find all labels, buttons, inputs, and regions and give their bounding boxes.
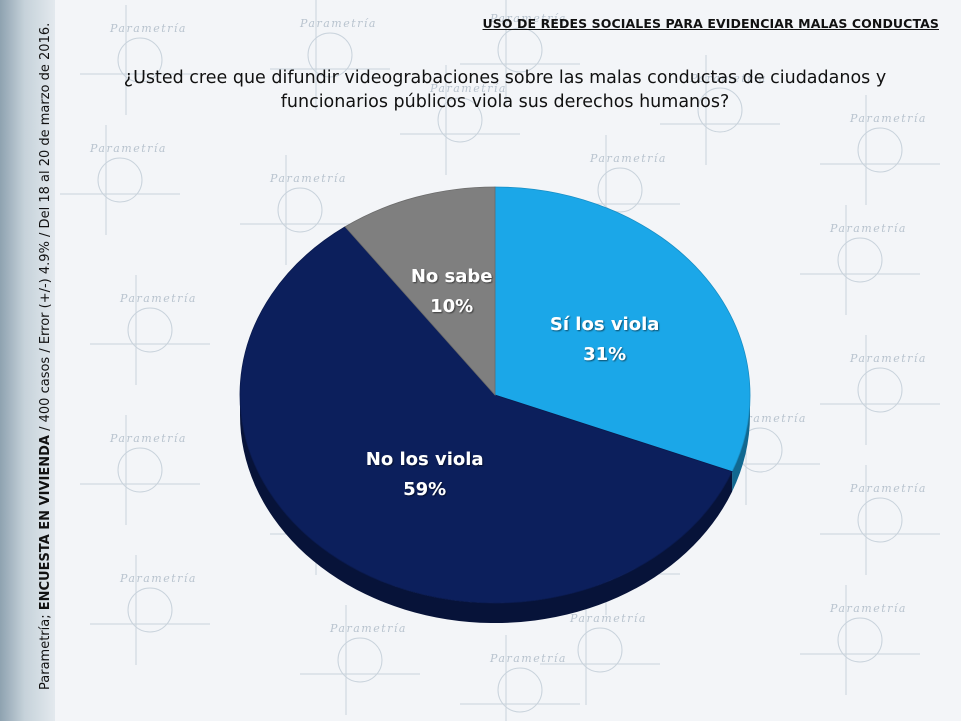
watermark-text: Parametría [109,432,187,445]
watermark-text: Parametría [589,152,667,165]
watermark-text: Parametría [109,22,187,35]
pie-slice-s-los-viola [494,186,751,473]
slice-label: Sí los viola [550,314,660,335]
watermark-circle [127,307,173,353]
watermark-circle [857,127,903,173]
watermark-text: Parametría [489,12,567,25]
watermark-circle [97,157,143,203]
watermark-circle [857,497,903,543]
watermark-circle [837,617,883,663]
slice-value-label: 10% [430,296,473,317]
chart-title: ¿Usted cree que difundir videograbacione… [123,68,887,112]
watermark-circle [597,167,643,213]
watermark-circle [337,637,383,683]
watermark-circle [127,587,173,633]
watermark-text: Parametría [119,292,197,305]
watermark-circle [437,97,483,143]
watermark-circle [117,37,163,83]
watermark-circle [697,87,743,133]
watermark-circle [277,187,323,233]
pie-slice-no-los-viola [239,226,733,604]
watermark-circle [857,367,903,413]
watermark-circle [307,32,353,78]
watermark-text: Parametría [429,82,507,95]
watermark-text: Parametría [849,112,927,125]
watermark-circle [577,627,623,673]
pie-side-0 [732,395,750,492]
watermark-circle [497,667,543,713]
watermark-text: Parametría [569,612,647,625]
watermark-circle [117,447,163,493]
watermark-text: Parametría [299,17,377,30]
watermark-text: Parametría [119,572,197,585]
slice-label: No sabe [411,266,493,287]
watermark-text: Parametría [849,482,927,495]
watermark-circle [837,237,883,283]
slice-value-label: 31% [583,344,626,365]
watermark-circle [497,27,543,73]
slice-value-label: 59% [403,479,446,500]
pie-slice-no-sabe [344,186,496,397]
watermark-text: Parametría [329,622,407,635]
watermark-text: Parametría [689,72,767,85]
side-strip [0,0,55,721]
watermark-text: Parametría [269,172,347,185]
watermark-text: Parametría [829,602,907,615]
section-title: USO DE REDES SOCIALES PARA EVIDENCIAR MA… [482,16,939,31]
watermark-text: Parametría [489,652,567,665]
watermark-text: Parametría [89,142,167,155]
watermark-text: Parametría [849,352,927,365]
slice-label: No los viola [366,449,484,470]
watermark-text: Parametría [829,222,907,235]
